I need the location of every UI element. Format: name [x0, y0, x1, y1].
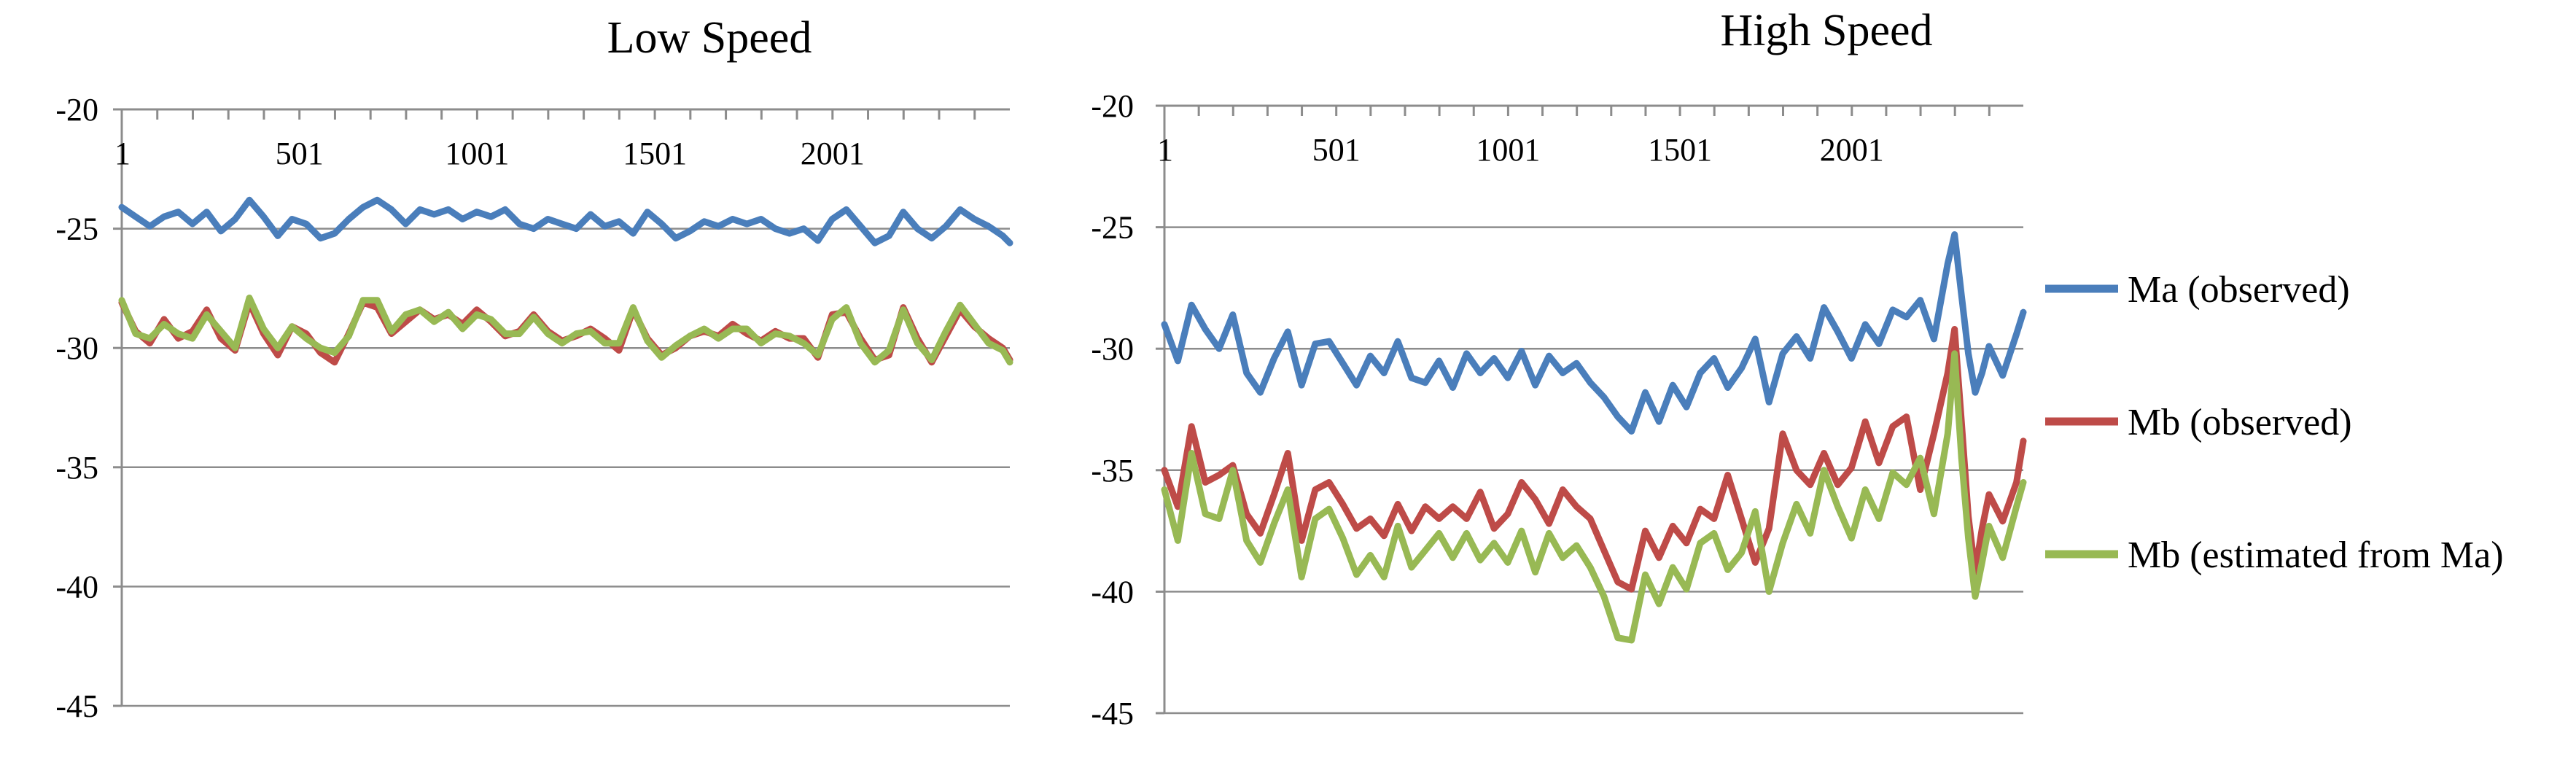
- y-tick-label: -25: [1091, 210, 1134, 246]
- x-tick-label: 1501: [623, 136, 687, 171]
- legend-label-mb-observed: Mb (observed): [2128, 402, 2352, 443]
- legend-item-mb-estimated: Mb (estimated from Ma): [2045, 534, 2504, 576]
- y-tick-label: -40: [55, 569, 98, 604]
- y-tick-label: -45: [55, 688, 98, 724]
- tick-labels: -20-25-30-35-40-451 501 1001 1501 2001: [55, 92, 864, 724]
- grid-lines: [1164, 104, 2023, 715]
- grid-lines: [122, 108, 1010, 707]
- axes: [1156, 104, 2023, 715]
- y-tick-label: -30: [55, 330, 98, 366]
- chart-title: High Speed: [1720, 6, 1932, 55]
- chart-title: Low Speed: [607, 13, 812, 63]
- y-tick-label: -25: [55, 211, 98, 247]
- y-tick-label: -45: [1091, 696, 1134, 731]
- x-tick-label: 1001: [1476, 132, 1540, 168]
- y-tick-label: -20: [55, 92, 98, 128]
- legend: Ma (observed) Mb (observed) Mb (estimate…: [2045, 269, 2504, 576]
- series-lines: [1161, 231, 2027, 644]
- series-line-ma: [1161, 231, 2027, 435]
- x-tick-label: 501: [276, 136, 324, 171]
- y-tick-label: -40: [1091, 574, 1134, 610]
- high-speed-chart: High Speed -20-25-30-35-40-451 501 1001 150…: [1091, 6, 2027, 731]
- x-tick-label: 1: [1157, 132, 1173, 168]
- series-line-mb-est: [118, 295, 1013, 366]
- x-tick-label: 1501: [1648, 132, 1712, 168]
- x-tick-label: 2001: [801, 136, 865, 171]
- x-tick-label: 1: [114, 136, 131, 171]
- y-tick-label: -30: [1091, 331, 1134, 367]
- y-tick-label: -35: [1091, 453, 1134, 489]
- x-tick-label: 2001: [1820, 132, 1884, 168]
- legend-item-ma: Ma (observed): [2045, 269, 2350, 311]
- tick-labels: -20-25-30-35-40-451 501 1001 1501 2001: [1091, 88, 1883, 731]
- series-line-mb-obs: [1161, 326, 2027, 593]
- series-line-ma: [118, 196, 1013, 246]
- y-tick-label: -20: [1091, 88, 1134, 124]
- low-speed-chart: Low Speed -20-25-30-35-40-451 501 1001 1501…: [55, 13, 1013, 724]
- x-tick-label: 501: [1312, 132, 1361, 168]
- series-line-mb-est: [1161, 350, 2027, 644]
- series-lines: [118, 196, 1013, 366]
- legend-label-ma: Ma (observed): [2128, 269, 2350, 311]
- y-tick-label: -35: [55, 450, 98, 486]
- legend-item-mb-observed: Mb (observed): [2045, 402, 2352, 443]
- legend-label-mb-estimated: Mb (estimated from Ma): [2128, 534, 2504, 576]
- x-tick-label: 1001: [445, 136, 509, 171]
